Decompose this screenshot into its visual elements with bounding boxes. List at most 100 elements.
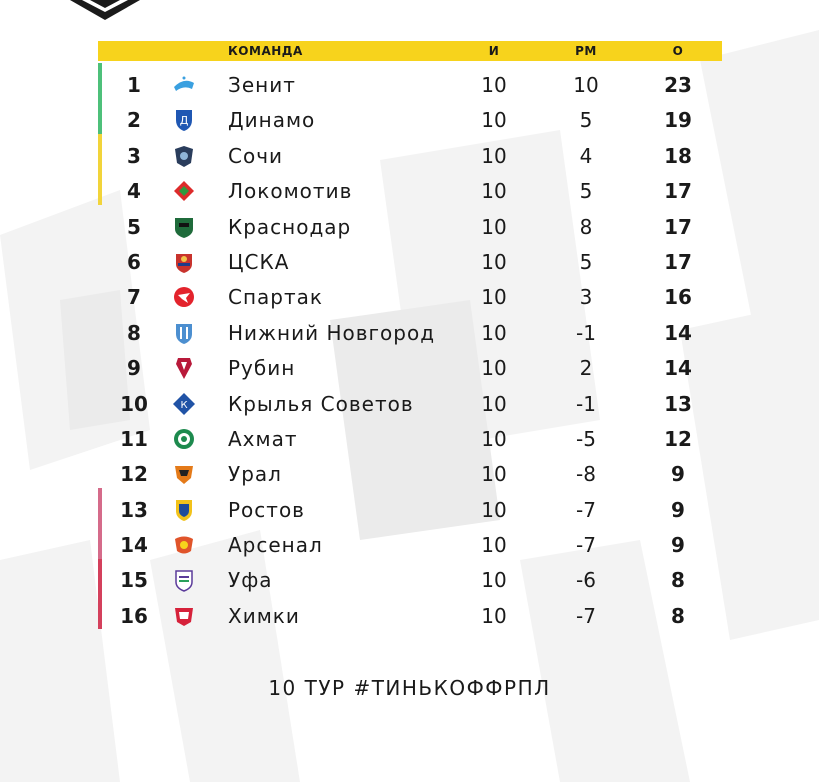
row-team-name: Ростов [228, 497, 305, 522]
row-position: 1 [127, 73, 141, 97]
cska-logo-icon [172, 250, 196, 274]
row-position: 8 [127, 320, 141, 345]
table-row: 10 К Крылья Советов 10 -1 13 [98, 386, 722, 421]
table-row: 9 Рубин 10 2 14 [98, 350, 722, 385]
row-team-name: Ахмат [228, 426, 298, 451]
dinamo-logo-icon: Д [172, 108, 196, 132]
sochi-logo-icon [172, 144, 196, 168]
row-points: 14 [664, 320, 692, 345]
row-team-name: Рубин [228, 356, 296, 381]
row-points: 12 [664, 426, 692, 451]
row-games: 10 [481, 462, 507, 487]
row-goal-diff: -8 [576, 462, 596, 487]
zone-marker-playoff [98, 487, 102, 559]
khimki-logo-icon [172, 604, 196, 628]
row-goal-diff: -7 [576, 497, 596, 522]
row-points: 16 [664, 285, 692, 310]
row-position: 4 [127, 179, 141, 204]
table-row: 11 Ахмат 10 -5 12 [98, 421, 722, 456]
row-team-name: Спартак [228, 285, 323, 310]
row-team-name: ЦСКА [228, 249, 290, 274]
row-games: 10 [481, 426, 507, 451]
row-position: 6 [127, 249, 141, 274]
row-games: 10 [481, 249, 507, 274]
row-points: 18 [664, 143, 692, 168]
row-team-name: Локомотив [228, 179, 353, 204]
row-games: 10 [481, 356, 507, 381]
row-goal-diff: 5 [579, 108, 593, 133]
rostov-logo-icon [172, 498, 196, 522]
row-goal-diff: 2 [579, 356, 593, 381]
row-points: 8 [671, 568, 685, 593]
nizhny-novgorod-logo-icon [172, 321, 196, 345]
brand-logo-icon [70, 0, 140, 20]
row-points: 8 [671, 603, 685, 628]
row-points: 13 [664, 391, 692, 416]
table-row: 6 ЦСКА 10 5 17 [98, 244, 722, 279]
table-row: 4 Локомотив 10 5 17 [98, 173, 722, 208]
table-row: 12 Урал 10 -8 9 [98, 456, 722, 491]
table-row: 3 Сочи 10 4 18 [98, 138, 722, 173]
table-row: 1 Зенит 10 10 23 [98, 67, 722, 102]
row-position: 2 [127, 108, 141, 133]
table-body: 1 Зенит 10 10 23 2 Д Динамо 10 5 19 3 Сочи 10 4 18 4 Локо… [98, 63, 722, 633]
row-points: 9 [671, 497, 685, 522]
table-row: 13 Ростов 10 -7 9 [98, 492, 722, 527]
row-team-name: Уфа [228, 568, 273, 593]
header-games: И [488, 44, 500, 58]
table-row: 16 Химки 10 -7 8 [98, 598, 722, 633]
standings-table: КОМАНДА И РМ О 1 Зенит 10 10 23 2 Д Динамо 10 5 19… [98, 41, 722, 633]
row-team-name: Краснодар [228, 214, 352, 239]
row-position: 5 [127, 214, 141, 239]
row-goal-diff: -1 [576, 391, 596, 416]
row-team-name: Арсенал [228, 533, 323, 558]
zenit-logo-icon [172, 73, 196, 97]
akhmat-logo-icon [172, 427, 196, 451]
row-goal-diff: 5 [579, 179, 593, 204]
row-goal-diff: -7 [576, 603, 596, 628]
row-position: 16 [120, 603, 148, 628]
table-row: 15 Уфа 10 -6 8 [98, 562, 722, 597]
ural-logo-icon [172, 462, 196, 486]
krasnodar-logo-icon [172, 215, 196, 239]
row-points: 9 [671, 533, 685, 558]
row-goal-diff: 5 [579, 249, 593, 274]
row-team-name: Сочи [228, 143, 284, 168]
rubin-logo-icon [172, 356, 196, 380]
row-points: 23 [664, 73, 692, 97]
row-position: 13 [120, 497, 148, 522]
row-position: 9 [127, 356, 141, 381]
row-team-name: Крылья Советов [228, 391, 414, 416]
svg-text:Д: Д [180, 114, 189, 127]
row-points: 19 [664, 108, 692, 133]
row-games: 10 [481, 568, 507, 593]
header-goal-diff: РМ [575, 44, 597, 58]
row-position: 7 [127, 285, 141, 310]
row-games: 10 [481, 603, 507, 628]
row-goal-diff: -1 [576, 320, 596, 345]
row-points: 17 [664, 214, 692, 239]
row-goal-diff: 8 [579, 214, 593, 239]
row-goal-diff: -6 [576, 568, 596, 593]
zone-marker-europe [98, 133, 102, 205]
table-row: 5 Краснодар 10 8 17 [98, 209, 722, 244]
row-games: 10 [481, 73, 507, 97]
row-position: 3 [127, 143, 141, 168]
row-games: 10 [481, 497, 507, 522]
table-row: 8 Нижний Новгород 10 -1 14 [98, 315, 722, 350]
row-games: 10 [481, 391, 507, 416]
table-row: 2 Д Динамо 10 5 19 [98, 102, 722, 137]
arsenal-logo-icon [172, 533, 196, 557]
header-points: О [672, 44, 684, 58]
row-games: 10 [481, 143, 507, 168]
row-goal-diff: 4 [579, 143, 593, 168]
row-games: 10 [481, 285, 507, 310]
footer-caption: 10 ТУР #ТИНЬКОФФРПЛ [268, 676, 551, 700]
row-position: 10 [120, 391, 148, 416]
row-games: 10 [481, 108, 507, 133]
table-row: 14 Арсенал 10 -7 9 [98, 527, 722, 562]
row-points: 17 [664, 249, 692, 274]
spartak-logo-icon [172, 285, 196, 309]
row-games: 10 [481, 179, 507, 204]
row-goal-diff: -7 [576, 533, 596, 558]
